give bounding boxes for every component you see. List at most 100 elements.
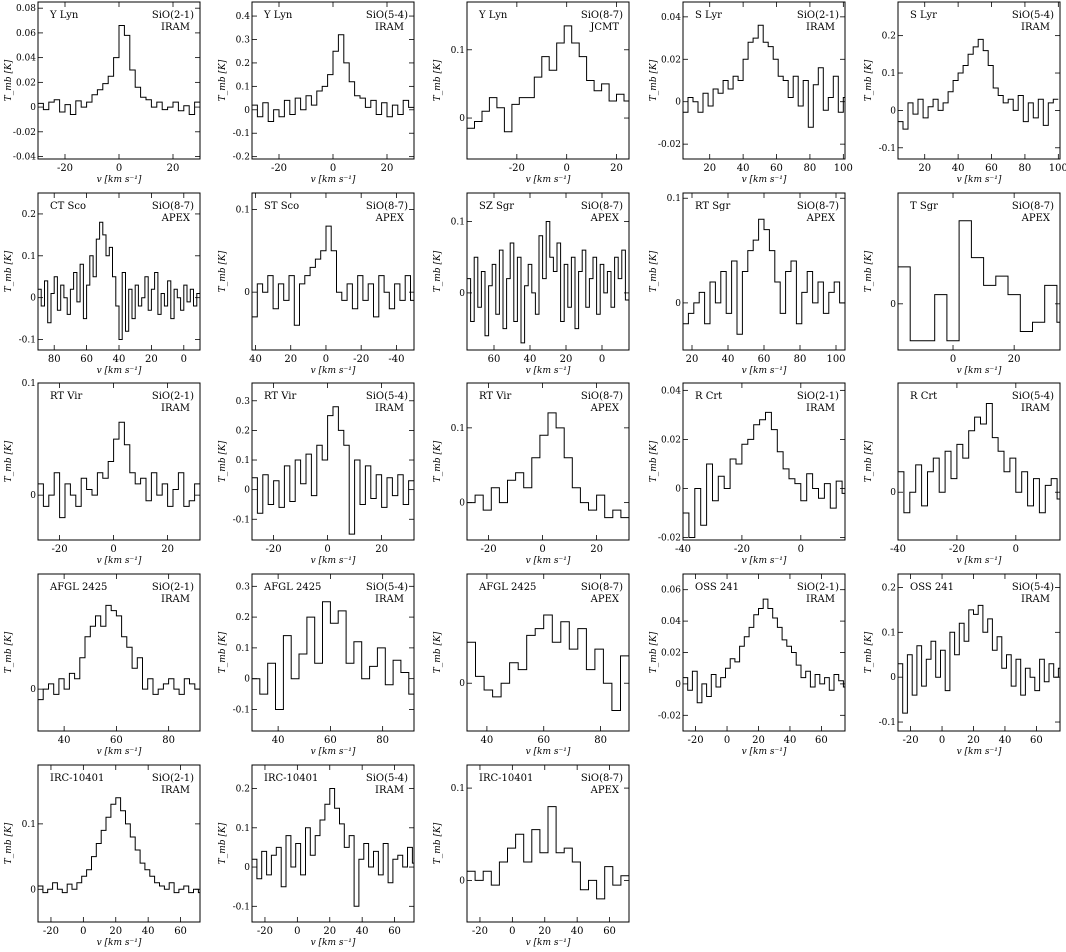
x-tick-label: 0 [599, 354, 605, 365]
x-tick-label: 40 [249, 354, 262, 365]
spectrum-panel-14: -40 -20 0 -0.02 0 0.02 0.04 v [km s⁻¹] T_mb [K] R… [649, 382, 846, 566]
spectrum-line [683, 598, 845, 704]
x-tick-label: 20 [918, 163, 931, 174]
source-name: OSS 241 [695, 582, 739, 593]
x-tick-label: -40 [388, 354, 404, 365]
source-name: AFGL 2425 [478, 582, 536, 593]
x-tick-label: 40 [58, 735, 71, 746]
x-tick-label: -20 [52, 544, 68, 555]
x-tick-label: 60 [758, 354, 771, 365]
spectrum-line [38, 221, 200, 340]
x-tick-label: 60 [815, 735, 828, 746]
x-tick-label: 0 [564, 163, 570, 174]
source-name: RT Vir [479, 391, 511, 402]
y-tick-label: 0 [30, 294, 36, 304]
x-axis-label: v [km s⁻¹] [97, 366, 142, 376]
x-tick-label: 60 [603, 926, 616, 937]
y-axis-label: T_mb [K] [433, 59, 443, 101]
x-tick-label: 100 [1049, 163, 1066, 174]
x-tick-label: 0 [330, 163, 336, 174]
y-tick-label: 0.3 [236, 397, 251, 407]
x-tick-label: 0 [110, 544, 116, 555]
transition-label: SiO(8-7) [581, 391, 623, 402]
x-axis-label: v [km s⁻¹] [526, 938, 571, 948]
telescope-label: APEX [1021, 213, 1051, 224]
y-axis-label: T_mb [K] [218, 631, 228, 673]
x-axis-label: v [km s⁻¹] [957, 366, 1002, 376]
x-tick-label: 40 [737, 163, 750, 174]
spectrum-line [898, 604, 1060, 714]
y-tick-label: 0.1 [451, 46, 465, 56]
spectrum-panel-1: -20 0 20 -0.04 -0.02 0 0.02 0.04 0.06 0.08 v [km s… [4, 1, 201, 185]
x-tick-label: 0 [939, 735, 945, 746]
x-tick-label: 0 [181, 354, 187, 365]
x-tick-label: 60 [110, 735, 123, 746]
source-name: R Crt [910, 391, 937, 402]
x-tick-label: 20 [284, 354, 297, 365]
x-axis-label: v [km s⁻¹] [97, 175, 142, 185]
y-tick-label: 0.2 [22, 210, 36, 220]
x-tick-label: 40 [524, 354, 537, 365]
y-tick-label: -0.2 [233, 153, 250, 163]
transition-label: SiO(8-7) [1012, 201, 1054, 212]
y-tick-label: 0 [675, 484, 681, 494]
y-tick-label: 0.02 [661, 649, 681, 659]
source-name: Y Lyn [478, 10, 508, 21]
x-tick-label: -20 [43, 926, 59, 937]
y-tick-label: 0.04 [16, 54, 36, 64]
x-tick-label: 20 [752, 735, 765, 746]
source-name: IRC-10401 [264, 773, 318, 784]
spectrum-panel-13: -20 0 20 0 0.1 v [km s⁻¹] T_mb [K] RT Vir SiO(8-… [433, 382, 630, 566]
x-tick-label: 0 [323, 354, 329, 365]
y-axis-label: T_mb [K] [433, 822, 443, 864]
transition-label: SiO(5-4) [366, 10, 408, 21]
y-tick-label: 0.2 [236, 613, 250, 623]
y-axis-label: T_mb [K] [864, 440, 874, 482]
y-tick-label: 0 [675, 680, 681, 690]
plot-frame [37, 382, 201, 541]
x-tick-label: 60 [1030, 735, 1043, 746]
x-tick-label: 20 [375, 544, 388, 555]
y-tick-label: 0.1 [236, 82, 250, 92]
x-tick-label: 0 [539, 544, 545, 555]
x-tick-label: 40 [356, 926, 369, 937]
spectrum-panel-20: -20 0 20 40 60 -0.1 0 0.1 0.2 v [km s⁻¹] T_mb [K] O… [864, 573, 1061, 757]
spectrum-line [38, 797, 200, 894]
source-name: OSS 241 [910, 582, 954, 593]
telescope-label: IRAM [806, 22, 835, 33]
transition-label: SiO(2-1) [152, 10, 194, 21]
spectrum-line [467, 806, 629, 900]
spectrum-panel-4: 20 40 60 80 100 -0.02 0 0.02 0.04 v [km s⁻¹] T_mb … [649, 1, 853, 185]
plot-frame [251, 573, 415, 732]
x-axis-label: v [km s⁻¹] [97, 556, 142, 566]
x-tick-label: 20 [381, 163, 394, 174]
x-axis-label: v [km s⁻¹] [311, 366, 356, 376]
x-axis-label: v [km s⁻¹] [526, 747, 571, 757]
spectrum-panel-2: -20 0 20 -0.2 -0.1 0 0.1 0.2 0.3 0.4 v [km s⁻¹] T_m… [218, 1, 415, 185]
x-axis-label: v [km s⁻¹] [97, 747, 142, 757]
x-tick-label: 60 [770, 163, 783, 174]
telescope-label: IRAM [161, 594, 190, 605]
y-tick-label: -0.1 [233, 515, 250, 525]
x-tick-label: 0 [80, 926, 86, 937]
y-tick-label: 0.1 [451, 784, 465, 794]
plot-frame [37, 573, 201, 732]
x-tick-label: -20 [903, 735, 919, 746]
y-tick-label: 0 [890, 106, 896, 116]
spectrum-panel-9: 20 40 60 80 100 0 0.1 v [km s⁻¹] T_mb [K] RT Sgr S… [649, 192, 846, 376]
telescope-label: IRAM [1021, 403, 1050, 414]
y-tick-label: -0.1 [879, 144, 896, 154]
y-tick-label: 0.2 [236, 59, 250, 69]
transition-label: SiO(8-7) [581, 582, 623, 593]
plot-frame [466, 192, 630, 351]
x-tick-label: -20 [472, 926, 488, 937]
x-tick-label: 40 [481, 735, 494, 746]
x-tick-label: 0 [724, 735, 730, 746]
x-axis-label: v [km s⁻¹] [97, 938, 142, 948]
x-tick-label: 40 [272, 735, 285, 746]
y-tick-label: 0.3 [236, 35, 251, 45]
spectrum-panel-5: 20 40 60 80 100 -0.1 0 0.1 0.2 v [km s⁻¹] T_mb [K]… [864, 1, 1066, 185]
y-tick-label: -0.1 [233, 129, 250, 139]
plot-frame [251, 382, 415, 541]
x-tick-label: 0 [509, 926, 515, 937]
